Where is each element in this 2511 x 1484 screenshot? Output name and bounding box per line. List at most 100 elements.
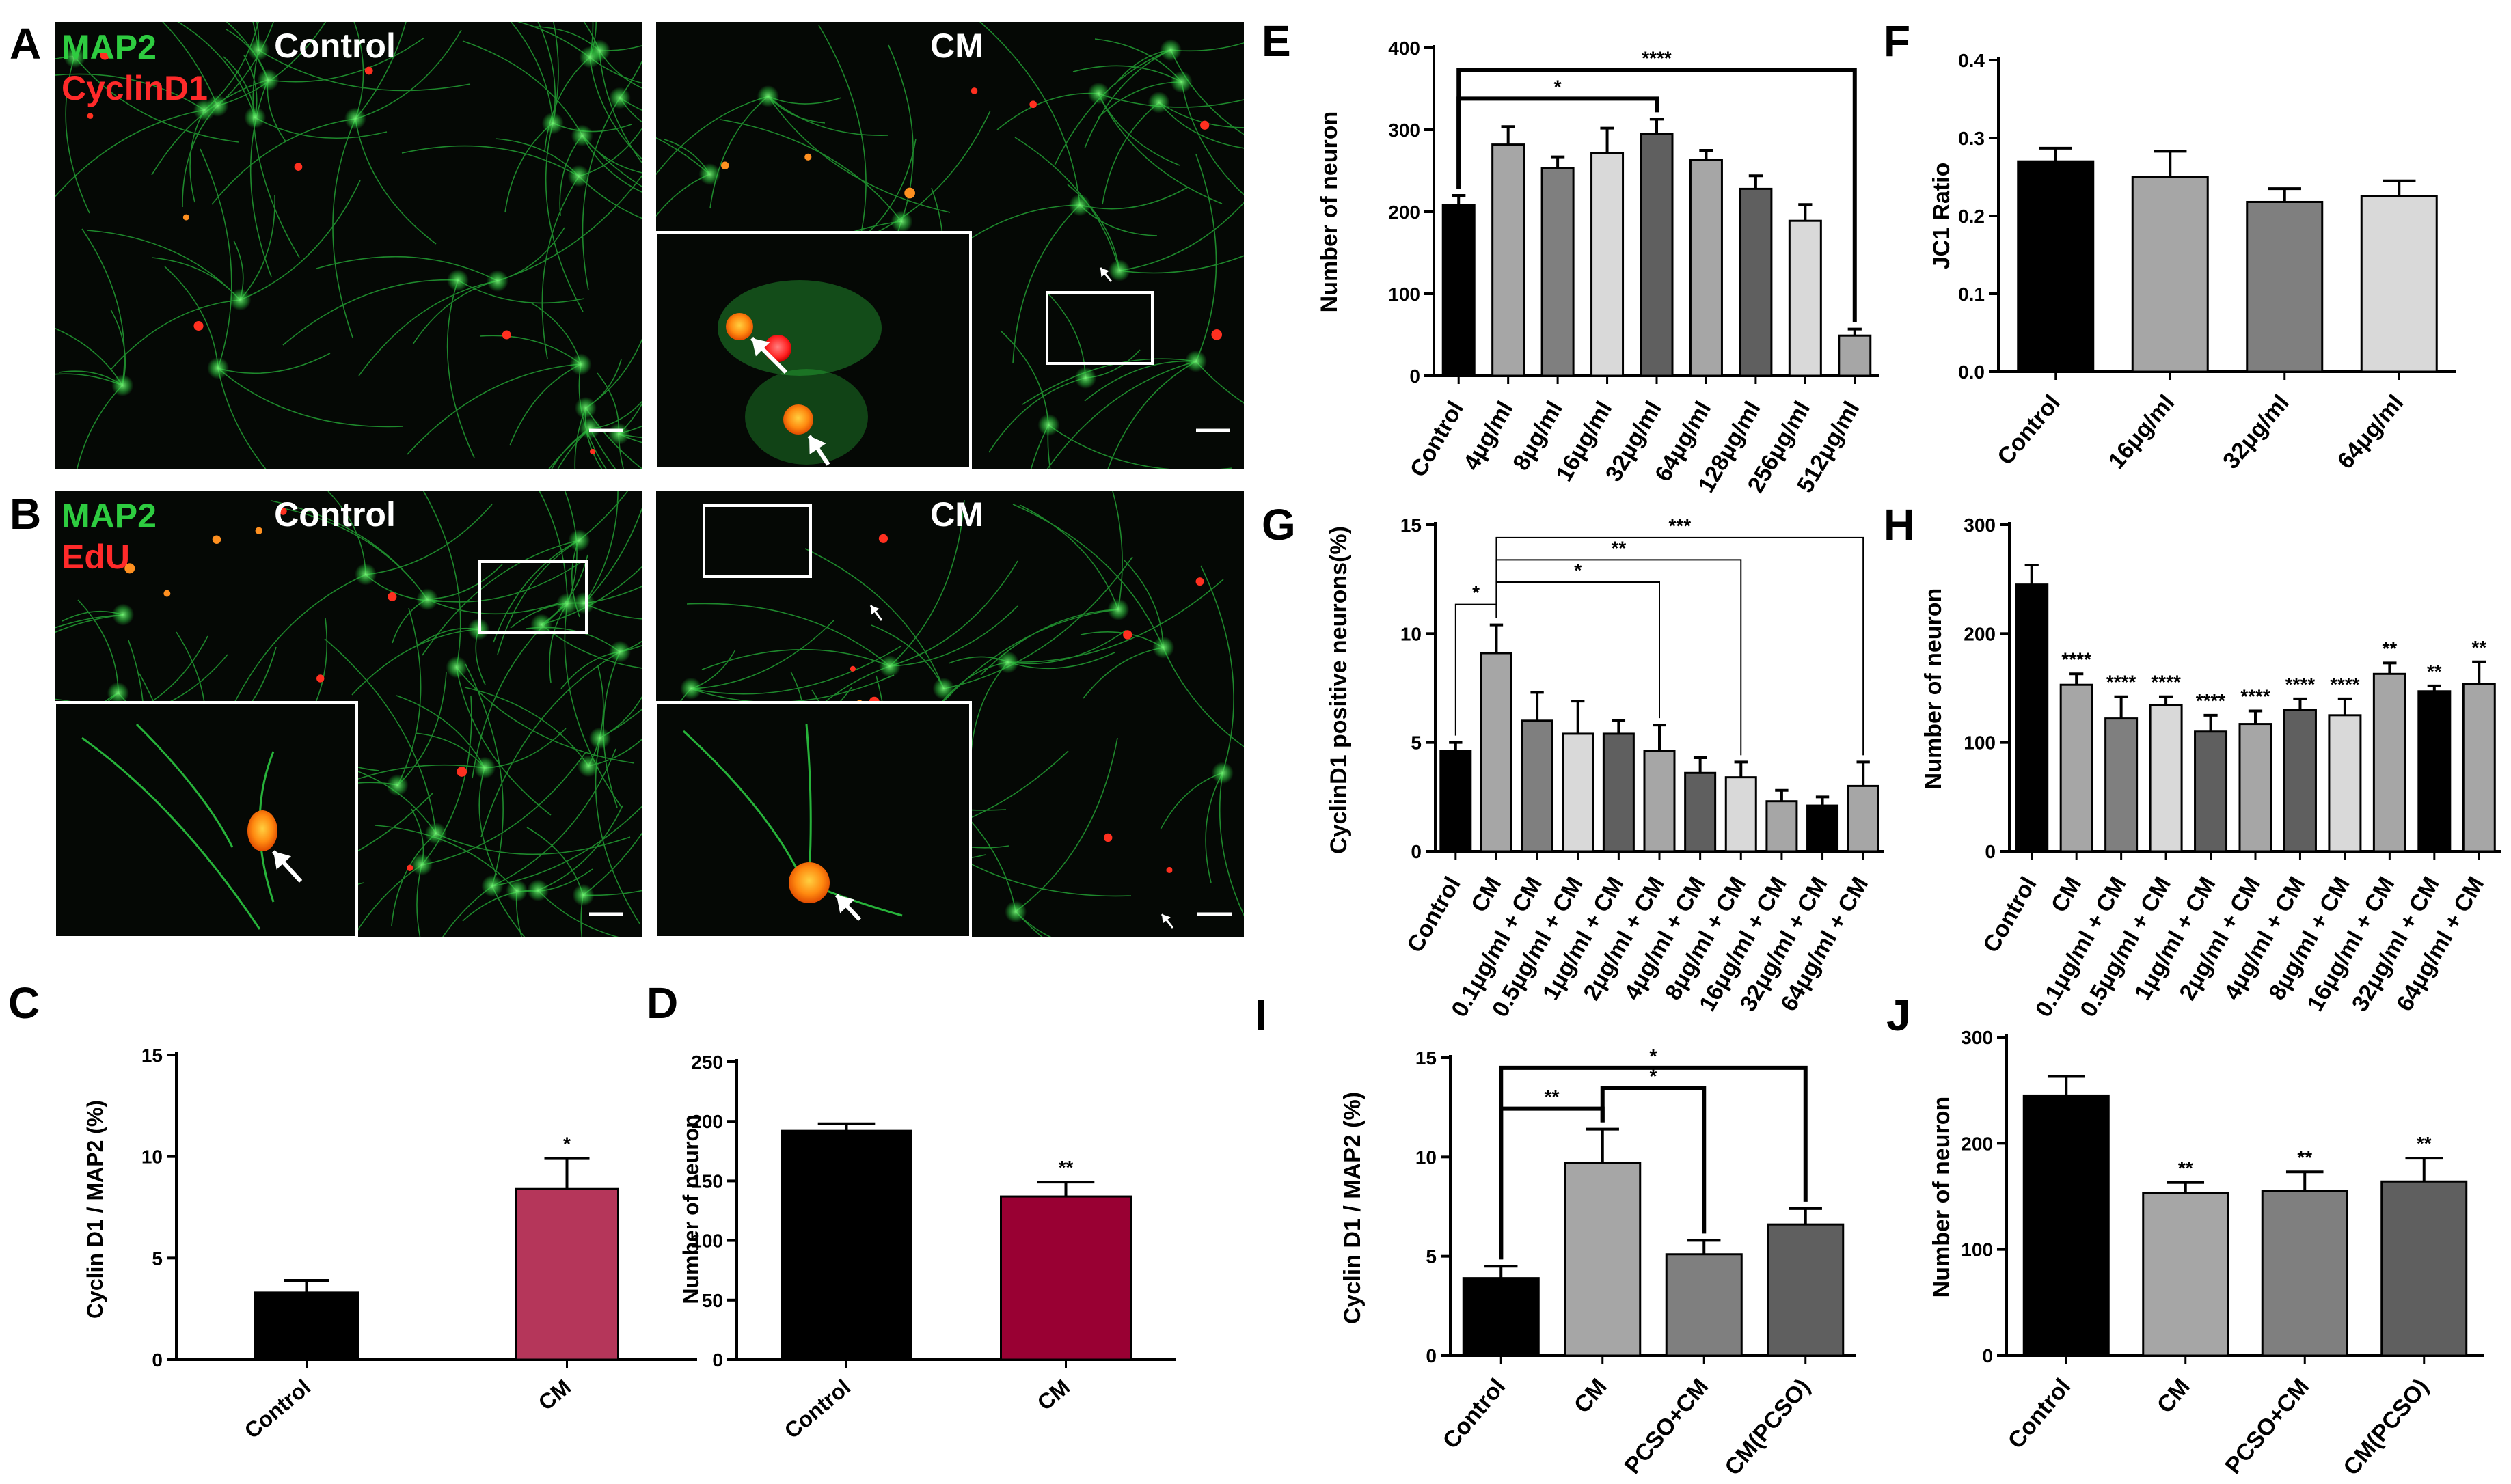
nucleus-dot: [850, 665, 856, 672]
significance-stars: **: [2382, 637, 2397, 659]
nucleus-dot: [1123, 630, 1132, 640]
chart-g: G CyclinD1 positive neurons(%) 0 5 10 15 Contr…: [1262, 500, 1884, 1021]
nucleus-dot: [1211, 329, 1223, 340]
significance-stars: ****: [2285, 674, 2316, 695]
bracket-label: *: [1650, 1066, 1657, 1087]
neuron-soma: [680, 677, 703, 700]
significance-stars: **: [1059, 1157, 1074, 1178]
y-tick-label: 200: [1964, 623, 1996, 644]
neuron-soma: [1068, 194, 1091, 217]
marker-label: MAP2: [62, 497, 157, 535]
x-tick-label: CM: [1569, 1374, 1612, 1418]
significance-stars: **: [2427, 661, 2442, 682]
selection-box: [703, 504, 812, 578]
y-tick-label: 300: [1961, 1027, 1993, 1048]
y-axis-label: Number of neuron: [1929, 1097, 1955, 1298]
x-tick-label: CM: [2152, 1374, 2195, 1418]
bar: [1724, 776, 1757, 853]
neuron-soma: [107, 682, 129, 704]
significance-stars: ****: [2240, 685, 2270, 706]
neuron-soma: [1184, 350, 1207, 372]
bar: [2238, 723, 2272, 853]
bar: [1562, 732, 1594, 853]
bar: [1684, 771, 1717, 853]
arrow-icon: [271, 849, 303, 883]
y-tick-label: 10: [141, 1146, 163, 1168]
nucleus-dot: [1200, 120, 1210, 130]
bar: [1767, 1223, 1845, 1357]
significance-bracket: [1456, 68, 1857, 322]
neuron-soma: [996, 651, 1019, 674]
x-tick-label: PCSO+CM: [2221, 1374, 2315, 1479]
y-tick-label: 300: [1964, 514, 1996, 536]
neuron-soma: [244, 106, 267, 128]
y-tick-label: 0.0: [1958, 361, 1985, 383]
bar: [2194, 730, 2228, 853]
bar: [1739, 187, 1773, 377]
micrograph-b-control: [53, 491, 642, 939]
arrow-icon: [807, 435, 830, 466]
y-tick-label: 0: [1426, 1345, 1437, 1366]
panel-letter-i: I: [1255, 991, 1267, 1040]
bar: [2246, 200, 2324, 373]
nucleus-dot: [212, 535, 221, 544]
bar: [254, 1291, 359, 1361]
nucleus-dot: [364, 66, 373, 75]
micrograph-title: Control: [274, 495, 396, 534]
nucleus-orange: [726, 313, 753, 340]
significance-stars: **: [2417, 1133, 2432, 1154]
bar: [1590, 152, 1625, 377]
neuron-soma: [424, 822, 447, 844]
x-tick-label: 32μg/ml: [2218, 390, 2294, 474]
y-tick-label: 0.4: [1958, 50, 1985, 71]
significance-stars: ****: [2151, 672, 2181, 693]
y-tick-label: 100: [1964, 732, 1996, 754]
bar: [2283, 709, 2317, 853]
bar: [2059, 683, 2093, 853]
neuron-soma: [608, 87, 631, 109]
nucleus-dot: [100, 49, 110, 60]
significance-stars: **: [2471, 637, 2486, 658]
nucleus-dot: [721, 161, 729, 170]
neuron-soma: [344, 107, 366, 130]
neuron-soma: [1074, 367, 1097, 389]
y-tick-label: 100: [1961, 1239, 1993, 1261]
y-tick-label: 5: [1411, 732, 1422, 754]
micrograph-title: Control: [274, 27, 396, 65]
neuron-soma: [572, 883, 595, 906]
y-axis-label: CyclinD1 positive neurons(%): [1326, 526, 1352, 854]
bar: [1439, 750, 1472, 853]
neuron-soma: [527, 879, 549, 902]
arrow-icon: [1099, 267, 1113, 282]
y-tick-label: 0: [1985, 841, 1996, 862]
y-tick-label: 0: [152, 1349, 163, 1371]
neuron-soma: [416, 588, 439, 611]
x-tick-label: CM(PCSO): [1720, 1374, 1815, 1481]
x-tick-label: CM: [1466, 872, 1506, 917]
significance-bracket: [1499, 1065, 1808, 1260]
nucleus-dot: [316, 674, 325, 683]
neuron-soma: [474, 756, 496, 779]
inset-frame: [53, 701, 358, 939]
bar: [2022, 1094, 2110, 1357]
bar: [1441, 204, 1476, 377]
neuron-soma: [481, 875, 504, 897]
chart-f: F JC1 Ratio 0.0 0.1 0.2 0.3 0.4 Control 16μg/ml 3…: [1884, 16, 2456, 474]
neuron-soma: [1107, 599, 1130, 621]
bracket-label: *: [1650, 1045, 1657, 1067]
nucleus-dot: [878, 534, 888, 543]
y-tick-label: 250: [691, 1052, 723, 1073]
y-axis-label: JC1 Ratio: [1929, 163, 1955, 270]
y-tick-label: 200: [1961, 1133, 1993, 1154]
neuron-soma: [556, 592, 578, 615]
selection-box: [478, 560, 588, 634]
neuron-soma: [1170, 70, 1193, 93]
y-tick-label: 400: [1388, 38, 1420, 59]
bar: [1806, 804, 1839, 853]
neuron-soma: [579, 46, 601, 68]
bar: [2131, 176, 2209, 373]
y-tick-label: 300: [1388, 120, 1420, 141]
y-tick-label: 0: [1409, 366, 1420, 387]
